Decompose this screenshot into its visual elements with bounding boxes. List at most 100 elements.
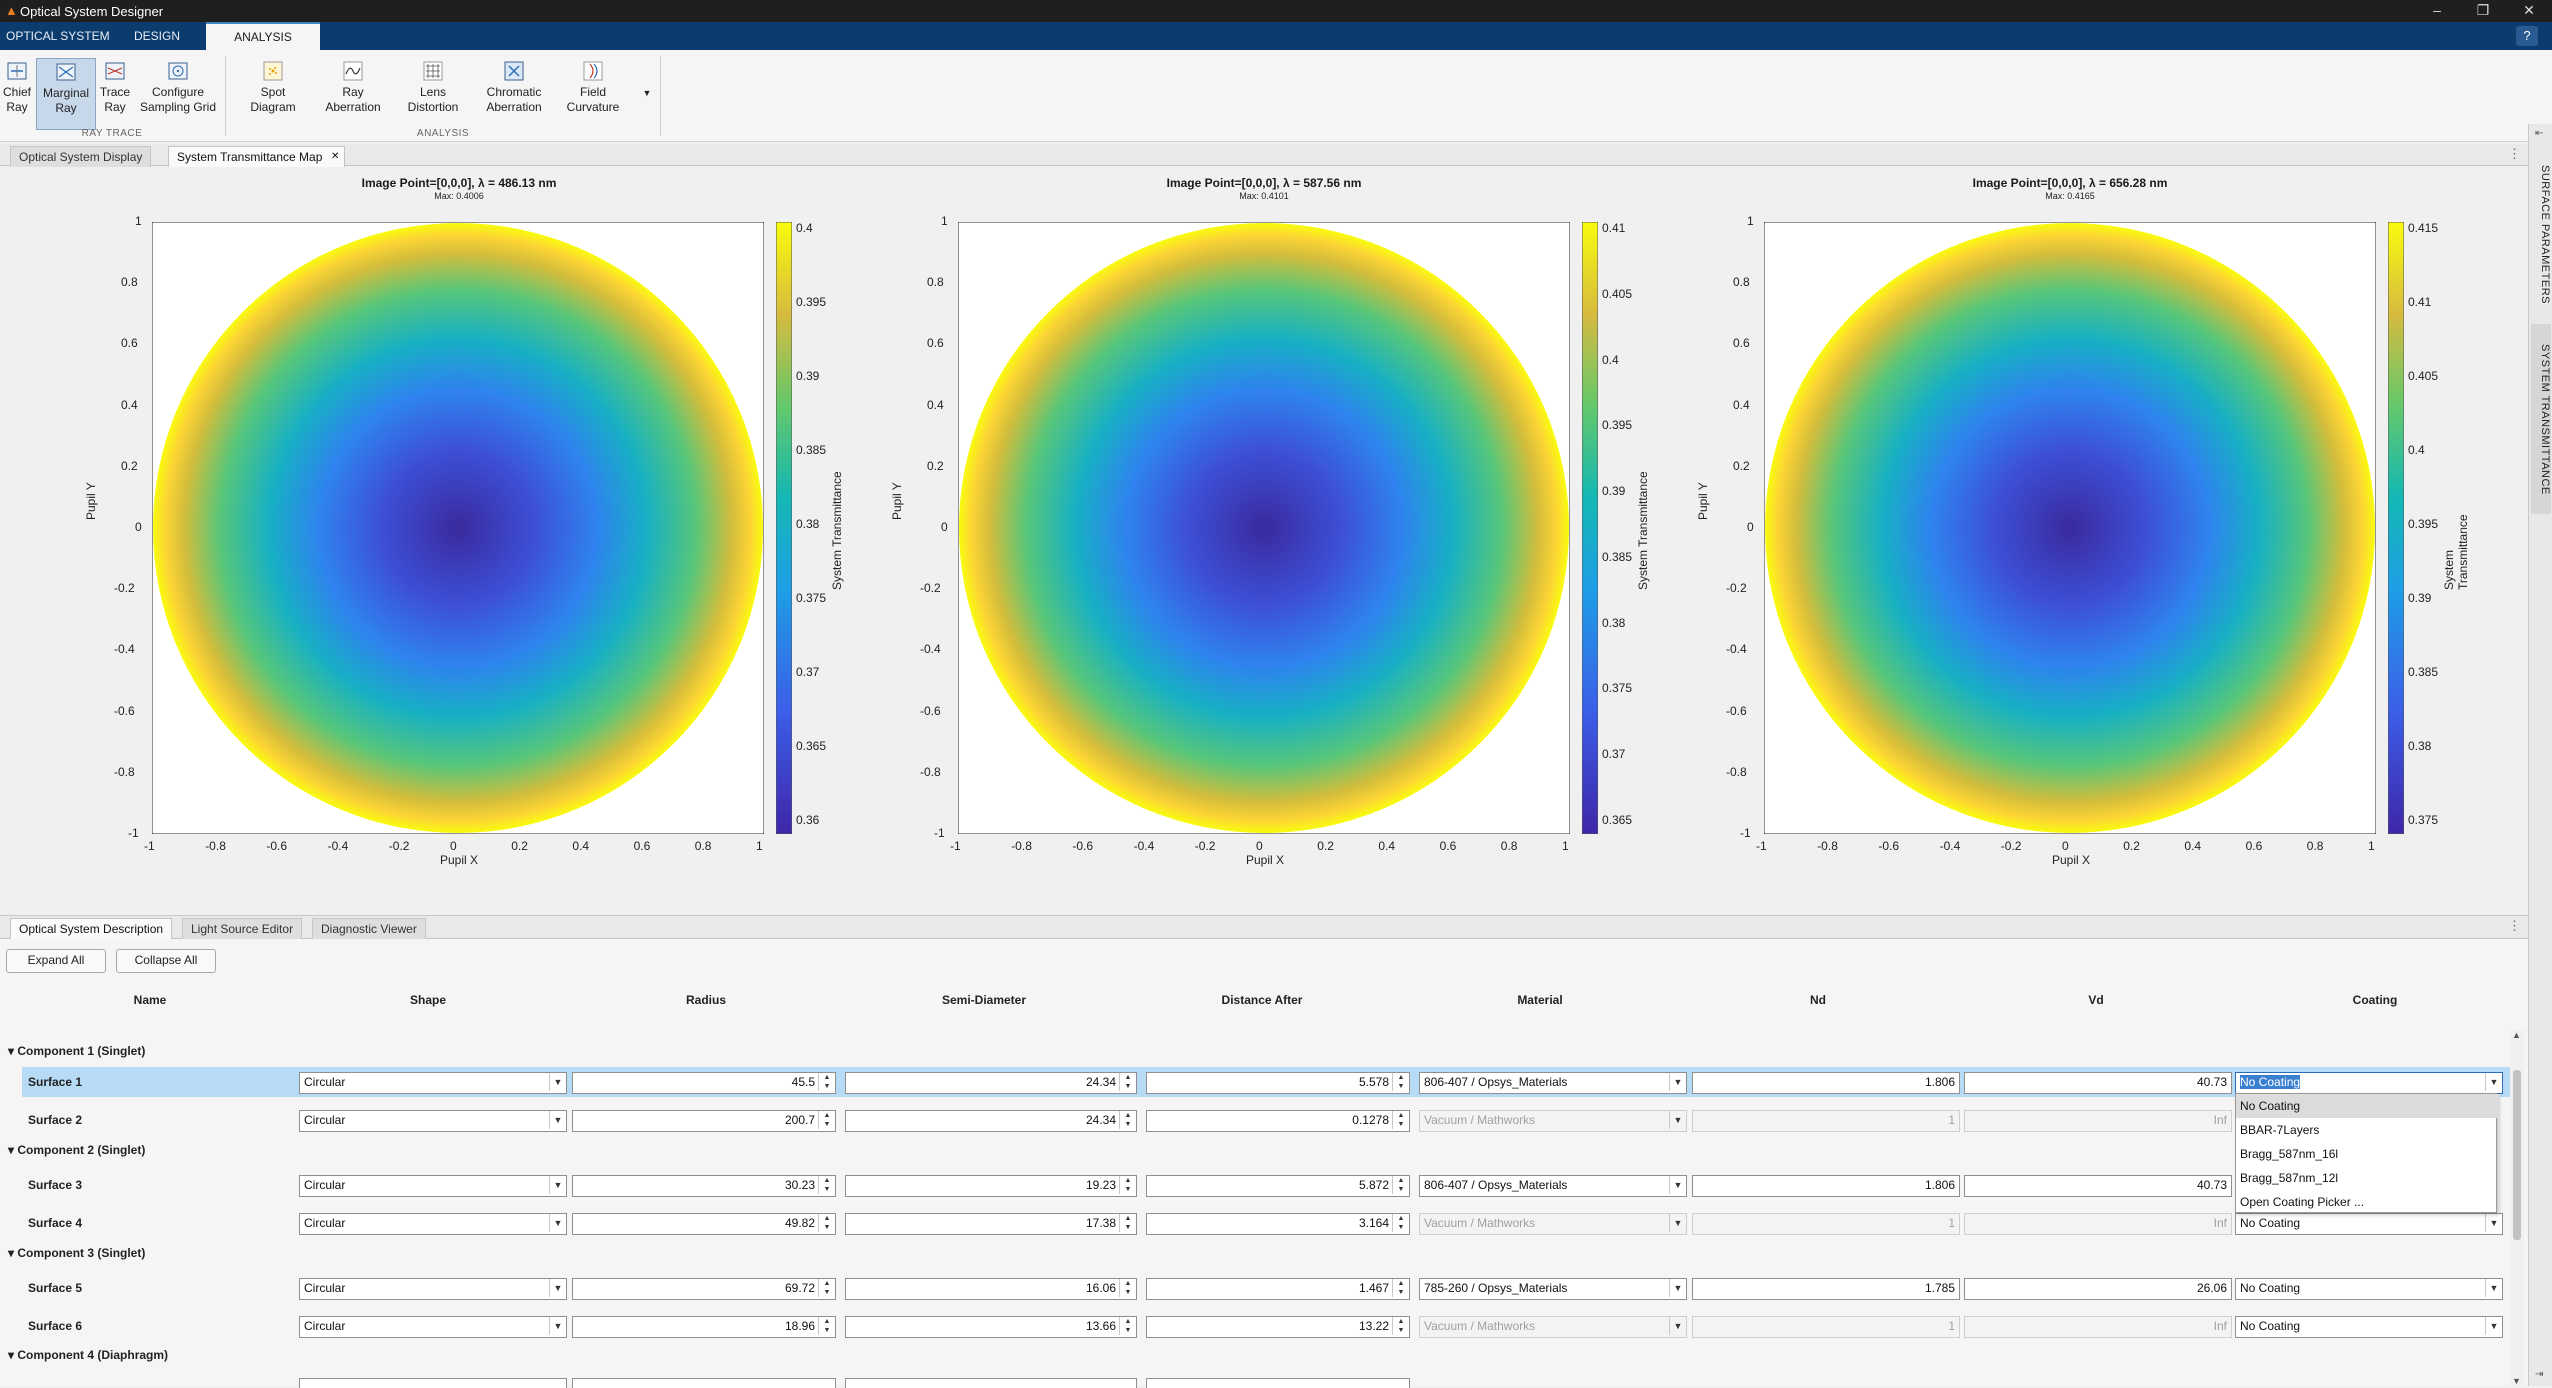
coating-option[interactable]: No Coating xyxy=(2236,1094,2500,1118)
shape-dropdown[interactable] xyxy=(299,1378,567,1388)
coating-option[interactable]: BBAR-7Layers xyxy=(2240,1123,2320,1137)
coating-option[interactable]: Bragg_587nm_16l xyxy=(2240,1147,2339,1161)
spinner-icon[interactable]: ▲ ▼ xyxy=(818,1214,835,1232)
semi-diameter-field[interactable]: 24.34 ▲ ▼ xyxy=(845,1110,1137,1132)
vd-field[interactable]: 40.73 xyxy=(1964,1175,2232,1197)
spinner-icon[interactable]: ▲ ▼ xyxy=(818,1176,835,1194)
coating-option[interactable]: Bragg_587nm_12l xyxy=(2240,1171,2339,1185)
coating-dropdown[interactable]: No Coating ▼ xyxy=(2235,1316,2503,1338)
spinner-icon[interactable]: ▲ ▼ xyxy=(1119,1073,1136,1091)
radius-field[interactable]: 69.72 ▲ ▼ xyxy=(572,1278,836,1300)
shape-dropdown[interactable]: Circular ▼ xyxy=(299,1175,567,1197)
nd-field[interactable]: 1.806 xyxy=(1692,1175,1960,1197)
coating-dropdown[interactable]: No Coating ▼ xyxy=(2235,1072,2503,1094)
coating-option[interactable]: Open Coating Picker ... xyxy=(2240,1195,2365,1209)
semi-diameter-field[interactable]: 19.23 ▲ ▼ xyxy=(845,1175,1137,1197)
spinner-icon[interactable]: ▲ ▼ xyxy=(1119,1176,1136,1194)
semi-diameter-field[interactable]: 24.34 ▲ ▼ xyxy=(845,1072,1137,1094)
field-curvature-button[interactable]: Field Curvature xyxy=(560,58,626,128)
radius-field[interactable] xyxy=(572,1378,836,1388)
semi-diameter-field[interactable]: 13.66 ▲ ▼ xyxy=(845,1316,1137,1338)
minimize-button[interactable]: – xyxy=(2433,2,2441,18)
component-group-3[interactable]: ▾ Component 3 (Singlet) xyxy=(8,1246,146,1260)
tab-diagnostic-viewer[interactable]: Diagnostic Viewer xyxy=(312,918,426,939)
marginal-ray-button[interactable]: Marginal Ray xyxy=(36,58,96,130)
shape-dropdown[interactable]: Circular ▼ xyxy=(299,1072,567,1094)
tab-system-transmittance[interactable]: SYSTEM TRANSMITTANCE xyxy=(2531,324,2551,514)
distance-after-field[interactable]: 1.467 ▲ ▼ xyxy=(1146,1278,1410,1300)
restore-button[interactable]: ❐ xyxy=(2476,2,2490,18)
spinner-icon[interactable]: ▲ ▼ xyxy=(818,1111,835,1129)
close-button[interactable]: ✕ xyxy=(2523,2,2535,18)
transmittance-map-2[interactable] xyxy=(958,222,1570,834)
tab-light-source-editor[interactable]: Light Source Editor xyxy=(182,918,303,939)
semi-diameter-field[interactable] xyxy=(845,1378,1137,1388)
spinner-icon[interactable]: ▲ ▼ xyxy=(1392,1214,1409,1232)
spinner-icon[interactable]: ▲ ▼ xyxy=(818,1317,835,1335)
distance-after-field[interactable]: 0.1278 ▲ ▼ xyxy=(1146,1110,1410,1132)
shape-dropdown[interactable]: Circular ▼ xyxy=(299,1316,567,1338)
lens-distortion-button[interactable]: Lens Distortion xyxy=(400,58,466,128)
spinner-icon[interactable]: ▲ ▼ xyxy=(1119,1111,1136,1129)
tab-optical-system[interactable]: OPTICAL SYSTEM xyxy=(6,29,110,43)
tab-optical-system-display[interactable]: Optical System Display xyxy=(10,146,152,167)
scroll-up-icon[interactable]: ▲ xyxy=(2512,1030,2521,1040)
spinner-icon[interactable]: ▲ ▼ xyxy=(1392,1073,1409,1091)
shape-dropdown[interactable]: Circular ▼ xyxy=(299,1213,567,1235)
nd-field[interactable]: 1.806 xyxy=(1692,1072,1960,1094)
tab-design[interactable]: DESIGN xyxy=(134,29,181,43)
spinner-icon[interactable]: ▲ ▼ xyxy=(1392,1176,1409,1194)
vd-field[interactable]: 26.06 xyxy=(1964,1278,2232,1300)
radius-field[interactable]: 49.82 ▲ ▼ xyxy=(572,1213,836,1235)
spinner-icon[interactable]: ▲ ▼ xyxy=(1392,1317,1409,1335)
spinner-icon[interactable]: ▲ ▼ xyxy=(1392,1111,1409,1129)
chromatic-aberration-button[interactable]: Chromatic Aberration xyxy=(476,58,552,128)
expand-all-button[interactable]: Expand All xyxy=(6,949,106,973)
scroll-down-icon[interactable]: ▼ xyxy=(2512,1376,2521,1386)
spinner-icon[interactable]: ▲ ▼ xyxy=(1119,1317,1136,1335)
semi-diameter-field[interactable]: 17.38 ▲ ▼ xyxy=(845,1213,1137,1235)
distance-after-field[interactable] xyxy=(1146,1378,1410,1388)
spinner-icon[interactable]: ▲ ▼ xyxy=(818,1279,835,1297)
configure-sampling-grid-button[interactable]: Configure Sampling Grid xyxy=(138,58,218,128)
shape-dropdown[interactable]: Circular ▼ xyxy=(299,1110,567,1132)
scrollbar-thumb[interactable] xyxy=(2513,1070,2521,1240)
spinner-icon[interactable]: ▲ ▼ xyxy=(818,1073,835,1091)
radius-field[interactable]: 18.96 ▲ ▼ xyxy=(572,1316,836,1338)
spot-diagram-button[interactable]: Spot Diagram xyxy=(240,58,306,128)
radius-field[interactable]: 30.23 ▲ ▼ xyxy=(572,1175,836,1197)
spinner-icon[interactable]: ▲ ▼ xyxy=(1119,1214,1136,1232)
tab-surface-parameters[interactable]: SURFACE PARAMETERS xyxy=(2539,164,2551,304)
coating-dropdown[interactable]: No Coating ▼ xyxy=(2235,1278,2503,1300)
trace-ray-button[interactable]: Trace Ray xyxy=(98,58,132,128)
close-tab-icon[interactable]: ✕ xyxy=(331,151,340,162)
chief-ray-button[interactable]: Chief Ray xyxy=(2,58,32,128)
spinner-icon[interactable]: ▲ ▼ xyxy=(1119,1279,1136,1297)
component-group-2[interactable]: ▾ Component 2 (Singlet) xyxy=(8,1143,146,1157)
more-options-icon[interactable]: ⋮ xyxy=(2508,146,2521,161)
more-options-icon[interactable]: ⋮ xyxy=(2508,918,2521,933)
transmittance-map-1[interactable] xyxy=(152,222,764,834)
semi-diameter-field[interactable]: 16.06 ▲ ▼ xyxy=(845,1278,1137,1300)
help-button[interactable]: ? xyxy=(2516,26,2538,46)
ray-aberration-button[interactable]: Ray Aberration xyxy=(320,58,386,128)
transmittance-map-3[interactable] xyxy=(1764,222,2376,834)
material-dropdown[interactable]: 806-407 / Opsys_Materials ▼ xyxy=(1419,1072,1687,1094)
vd-field[interactable]: 40.73 xyxy=(1964,1072,2232,1094)
spinner-icon[interactable]: ▲ ▼ xyxy=(1392,1279,1409,1297)
material-dropdown[interactable]: 806-407 / Opsys_Materials ▼ xyxy=(1419,1175,1687,1197)
table-scrollbar[interactable]: ▲ ▼ xyxy=(2510,1030,2524,1386)
expand-icon[interactable]: ⇥ xyxy=(2535,1369,2544,1380)
coating-dropdown[interactable]: No Coating ▼ xyxy=(2235,1213,2503,1235)
distance-after-field[interactable]: 5.872 ▲ ▼ xyxy=(1146,1175,1410,1197)
material-dropdown[interactable]: 785-260 / Opsys_Materials ▼ xyxy=(1419,1278,1687,1300)
distance-after-field[interactable]: 5.578 ▲ ▼ xyxy=(1146,1072,1410,1094)
tab-analysis[interactable]: ANALYSIS xyxy=(206,22,320,52)
gallery-expand-button[interactable]: ▼ xyxy=(642,88,652,98)
tab-optical-system-description[interactable]: Optical System Description xyxy=(10,918,173,939)
nd-field[interactable]: 1.785 xyxy=(1692,1278,1960,1300)
component-group-1[interactable]: ▾ Component 1 (Singlet) xyxy=(8,1044,146,1058)
distance-after-field[interactable]: 13.22 ▲ ▼ xyxy=(1146,1316,1410,1338)
collapse-icon[interactable]: ⇤ xyxy=(2535,128,2544,139)
collapse-all-button[interactable]: Collapse All xyxy=(116,949,216,973)
